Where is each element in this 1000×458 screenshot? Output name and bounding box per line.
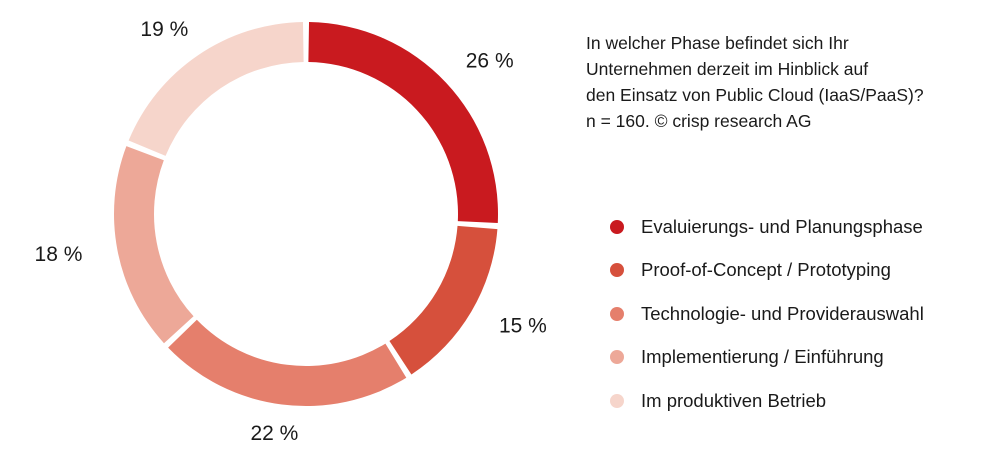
chart-legend: Evaluierungs- und Planungsphase Proof-of…	[610, 205, 995, 423]
legend-swatch-implementierung	[610, 350, 624, 365]
donut-slices	[114, 22, 498, 406]
legend-label-proof-of-concept: Proof-of-Concept / Prototyping	[641, 259, 891, 281]
legend-item-implementierung: Implementierung / Einführung	[610, 336, 995, 380]
slice-produktiv	[128, 22, 304, 156]
slice-implementierung	[114, 146, 194, 344]
legend-item-evaluierung: Evaluierungs- und Planungsphase	[610, 205, 995, 249]
legend-label-evaluierung: Evaluierungs- und Planungsphase	[641, 215, 923, 237]
slice-label-proof-of-concept: 15 %	[499, 315, 547, 338]
question-line-3: den Einsatz von Public Cloud (IaaS/PaaS)…	[586, 85, 924, 105]
slice-label-technologie: 22 %	[250, 422, 298, 445]
slice-label-produktiv: 19 %	[140, 18, 188, 41]
donut-chart: 26 % 15 % 22 % 18 % 19 %	[35, 18, 547, 445]
legend-label-technologie: Technologie- und Providerauswahl	[641, 302, 924, 324]
legend-item-technologie: Technologie- und Providerauswahl	[610, 292, 995, 336]
slice-proof-of-concept	[389, 225, 498, 375]
legend-label-implementierung: Implementierung / Einführung	[641, 346, 884, 368]
question-line-2: Unternehmen derzeit im Hinblick auf	[586, 59, 869, 79]
chart-question: In welcher Phase befindet sich Ihr Unter…	[586, 30, 991, 134]
slice-label-implementierung: 18 %	[35, 243, 83, 266]
question-line-1: In welcher Phase befindet sich Ihr	[586, 33, 849, 53]
slice-label-evaluierung: 26 %	[466, 50, 514, 73]
legend-swatch-produktiv	[610, 393, 624, 408]
donut-labels: 26 % 15 % 22 % 18 % 19 %	[35, 18, 547, 445]
legend-item-produktiv: Im produktiven Betrieb	[610, 379, 995, 423]
legend-swatch-evaluierung	[610, 219, 624, 234]
question-line-4-source: n = 160. © crisp research AG	[586, 111, 812, 131]
slice-evaluierung	[308, 22, 498, 224]
slice-technologie	[168, 319, 407, 406]
legend-label-produktiv: Im produktiven Betrieb	[641, 389, 827, 411]
legend-swatch-technologie	[610, 306, 624, 321]
legend-item-proof-of-concept: Proof-of-Concept / Prototyping	[610, 249, 995, 293]
legend-swatch-proof-of-concept	[610, 263, 624, 278]
